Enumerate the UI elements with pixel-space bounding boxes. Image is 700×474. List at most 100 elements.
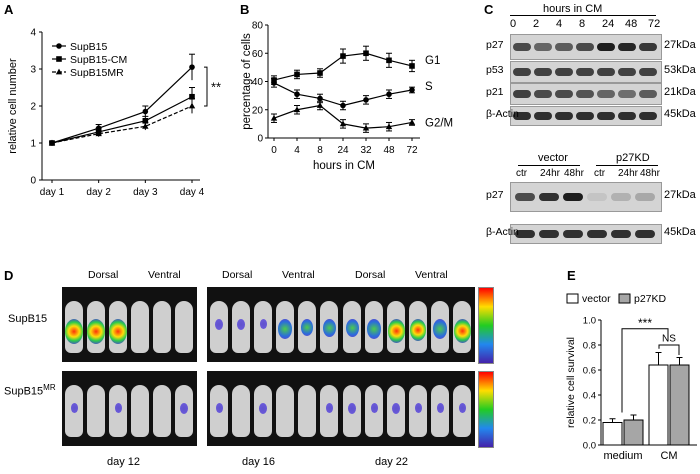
imaging-view-label: Ventral	[282, 269, 315, 281]
blot-band	[587, 230, 607, 238]
mouse	[254, 301, 272, 353]
mouse	[343, 385, 361, 437]
e-y-axis-label: relative cell survival	[565, 337, 577, 428]
b-data-point	[409, 63, 415, 69]
blot-top-header: hours in CM	[543, 3, 603, 15]
blot-band	[597, 68, 615, 76]
b-y-tick-label: 20	[252, 105, 264, 116]
blot-strip	[510, 106, 662, 126]
blot-lane-label: 4	[556, 18, 563, 30]
blot-band	[597, 43, 615, 51]
a-y-tick-label: 3	[30, 65, 36, 76]
blot-protein-label: p53	[486, 64, 504, 76]
blot-protein-label: β-Actin	[486, 226, 519, 238]
blot-band	[611, 230, 631, 238]
blot-band	[576, 43, 594, 51]
blot-bottom-lane-label: 48hr	[564, 168, 585, 179]
luminescence-signal	[392, 403, 400, 415]
a-data-point	[142, 122, 149, 129]
b-data-point	[408, 119, 416, 125]
mouse	[87, 301, 105, 353]
b-x-tick-label: 4	[294, 145, 300, 156]
blot-band	[635, 230, 655, 238]
b-series-label: G1	[425, 55, 440, 67]
imaging-view-label: Ventral	[148, 269, 181, 281]
blot-band	[534, 90, 552, 98]
a-legend-label: SupB15MR	[70, 67, 124, 79]
blot-size-label: 27kDa	[664, 39, 696, 51]
b-x-tick-label: 72	[406, 145, 418, 156]
b-data-point	[386, 57, 392, 64]
imaging-view-label: Dorsal	[222, 269, 253, 281]
blot-bottom-lane-label: ctr	[594, 168, 606, 179]
luminescence-signal	[215, 403, 223, 413]
mouse	[254, 385, 272, 437]
blot-protein-label: p21	[486, 86, 504, 98]
blot-band	[534, 68, 552, 76]
luminescence-signal	[367, 319, 381, 339]
luminescence-signal	[259, 403, 267, 415]
a-y-tick-label: 4	[30, 28, 36, 39]
e-legend-swatch	[566, 293, 579, 304]
b-x-tick-label: 32	[360, 145, 372, 156]
luminescence-signal	[325, 403, 333, 413]
mouse	[365, 301, 383, 353]
e-ns-label: NS	[662, 334, 676, 345]
mouse	[298, 385, 316, 437]
luminescence-signal	[70, 403, 78, 413]
blot-size-label: 21kDa	[664, 86, 696, 98]
blot-bottom-lane-label: 24hr	[540, 168, 561, 179]
b-data-point	[317, 70, 323, 76]
luminescence-signal	[87, 319, 105, 345]
e-significance-label: ***	[638, 316, 652, 330]
blot-band	[597, 112, 615, 120]
panel-label-a: A	[4, 2, 14, 17]
b-x-axis-label: hours in CM	[313, 160, 375, 172]
b-series-label: S	[425, 81, 433, 93]
row-label-supb15mr: SupB15MR	[4, 383, 56, 398]
blot-band	[597, 90, 615, 98]
b-x-tick-label: 0	[271, 145, 277, 156]
a-data-point	[48, 139, 56, 146]
e-x-tick-label: CM	[660, 450, 677, 462]
e-legend-swatch	[618, 293, 631, 304]
b-data-point	[271, 80, 277, 86]
e-x-tick-label: medium	[603, 450, 642, 462]
mouse	[175, 385, 193, 437]
b-y-tick-label: 60	[252, 49, 264, 60]
day-label: day 12	[107, 456, 141, 468]
luminescence-signal	[259, 319, 267, 329]
blot-vector-line	[518, 165, 580, 166]
mouse	[131, 385, 149, 437]
luminescence-signal	[109, 319, 127, 345]
mouse	[320, 301, 338, 353]
a-data-point	[188, 102, 196, 109]
luminescence-signal	[301, 319, 313, 336]
mouse	[65, 301, 83, 353]
imaging-view-label: Dorsal	[88, 269, 119, 281]
blot-band	[513, 68, 531, 76]
blot-lane-label: 48	[625, 18, 638, 30]
a-y-tick-label: 1	[30, 139, 36, 150]
blot-top-header-line	[510, 15, 656, 16]
blot-band	[576, 68, 594, 76]
blot-strip	[510, 61, 662, 83]
luminescence-signal	[65, 319, 83, 345]
blot-lane-label: 72	[648, 18, 661, 30]
mouse	[365, 385, 383, 437]
e-y-tick-label: 0.4	[583, 391, 596, 402]
a-y-tick-label: 2	[30, 102, 36, 113]
e-y-tick-label: 0.6	[583, 366, 596, 377]
a-x-tick-label: day 4	[180, 187, 205, 198]
mouse	[175, 301, 193, 353]
blot-size-label: 27kDa	[664, 189, 696, 201]
luminescence-signal	[348, 403, 356, 415]
blot-bottom-lane-label: ctr	[516, 168, 528, 179]
b-data-point	[363, 50, 369, 57]
imaging-view-label: Dorsal	[355, 269, 386, 281]
mouse	[65, 385, 83, 437]
mouse	[276, 385, 294, 437]
blot-bottom-lane-label: 24hr	[618, 168, 639, 179]
b-x-tick-label: 24	[337, 145, 349, 156]
